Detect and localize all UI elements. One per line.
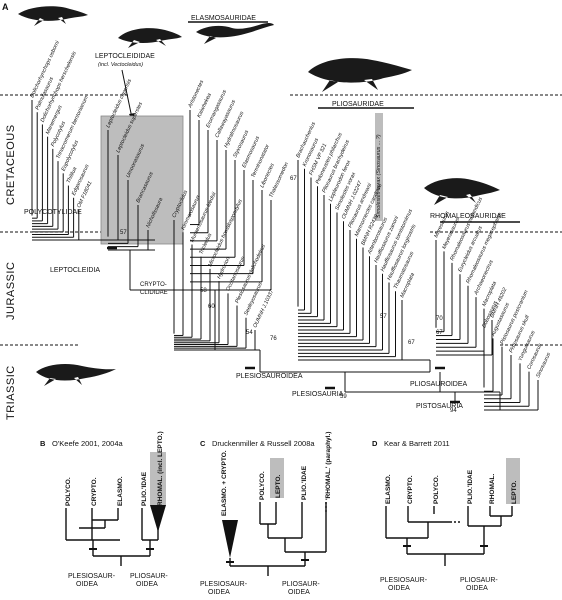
node-57-plio: 57 [380, 314, 387, 320]
node-94: 94 [450, 408, 457, 414]
node-67-hauff: 67 [408, 340, 415, 346]
period-jurassic: JURASSIC [5, 262, 17, 320]
panel-c-taxon-1: ELASMO. + CRYPTO. [221, 450, 228, 516]
highlight-taxon-label: Simolestes vorax (Sinosaurus ... ?) [376, 134, 382, 218]
panel-d-letter: D [372, 439, 378, 448]
panel-b-plesio-1: PLESIOSAUR- [68, 573, 116, 580]
panel-b-title: O'Keefe 2001, 2004a [52, 439, 123, 448]
panel-c-title: Druckenmiller & Russell 2008a [212, 439, 315, 448]
clade-elasmosauridae: ELASMOSAURIDAE [191, 15, 256, 22]
leptocleididae-arrow [121, 69, 133, 119]
panel-d-plio-2: OIDEA [466, 585, 488, 592]
panel-d-highlight [506, 458, 520, 504]
clade-leptocleididae: LEPTOCLEIDIDAE [95, 53, 155, 60]
node-67-plio: 67 [290, 176, 297, 182]
panel-d-taxon-5: RHOMAL. [489, 473, 496, 504]
clade-pistosauria: PISTOSAURIA [416, 403, 463, 410]
panel-c-plesio-1: PLESIOSAUR- [200, 581, 248, 588]
clade-plesiosauria: PLESIOSAURIA [292, 391, 344, 398]
node-70: 70 [436, 316, 443, 322]
pliosaur-silhouette [308, 58, 412, 92]
panel-b-wedge [150, 505, 166, 532]
panel-c-taxon-2: POLYCO. [259, 471, 266, 500]
panel-b-taxon-3: ELASMO. [117, 476, 124, 506]
taxon-crypto-5: Hydrorion [216, 256, 231, 280]
clade-pliosauridae: PLIOSAURIDAE [332, 101, 384, 108]
panel-d-tree [385, 506, 513, 566]
highlight-taxon-box [375, 113, 383, 221]
leptocleidid-silhouette [118, 28, 182, 48]
panel-c-highlight [270, 458, 284, 498]
taxon-crypto-3: Tricleidus [198, 232, 213, 255]
period-triassic: TRIASSIC [5, 365, 17, 420]
panel-b: B O'Keefe 2001, 2004a POLYCO. CRYPTO. EL… [40, 431, 168, 588]
node-58: 58 [200, 288, 207, 294]
elasmosaur-silhouette [196, 23, 274, 44]
node-59: 59 [340, 394, 347, 400]
panel-c-taxon-3: LEPTO. [275, 474, 282, 498]
panel-b-tree [65, 508, 159, 566]
period-cretaceous: CRETACEOUS [5, 124, 17, 205]
node-67-rhomal: 67 [436, 330, 443, 336]
panel-b-taxon-5: RHOMAL. (incl. LEPTO.) [157, 431, 164, 506]
panel-b-highlight [150, 452, 166, 506]
panel-d-taxon-3: POLYCO. [433, 475, 440, 504]
panel-d-taxon-6: LEPTO. [511, 480, 518, 504]
panel-b-taxon-1: POLYCO. [65, 477, 72, 506]
panel-c-wedge [222, 520, 238, 558]
panel-d-taxon-4: PLIO.'IDAE [467, 469, 474, 504]
plesiosaur-silhouette-top [18, 6, 88, 27]
panel-c-plesio-2: OIDEA [208, 589, 230, 596]
panel-c-plio-2: OIDEA [288, 589, 310, 596]
panel-c-plio-1: PLIOSAUR- [282, 581, 320, 588]
leptocleididae-highlight [100, 115, 184, 245]
clade-cryptoclididae-1: CRYPTO- [140, 282, 167, 288]
panel-c-tree [229, 502, 327, 576]
panel-d-plio-1: PLIOSAUR- [460, 577, 498, 584]
panel-d-plesio-2: OIDEA [388, 585, 410, 592]
rhomaleosaur-silhouette [424, 178, 500, 205]
clade-rhomaleosauridae: RHOMALEOSAURIDAE [430, 213, 506, 220]
panel-a: A CRETACEOUS JURASSIC TRIASSIC ELASMOSAU… [0, 2, 562, 420]
panel-c-taxon-5: 'RHOMAL.' (paraphyl.) [325, 432, 332, 500]
clade-plesiosauroidea: PLESIOSAUROIDEA [236, 373, 303, 380]
panel-b-plio-2: OIDEA [136, 581, 158, 588]
node-54: 54 [246, 330, 253, 336]
panel-d: D Kear & Barrett 2011 ELASMO. CRYPTO. PO… [372, 439, 520, 592]
basal-sauropterygian-silhouette [36, 364, 116, 386]
panel-c-letter: C [200, 439, 206, 448]
tree-a-branches [31, 100, 539, 411]
panel-c: C Druckenmiller & Russell 2008a ELASMO. … [200, 432, 332, 596]
panel-d-title: Kear & Barrett 2011 [384, 439, 450, 448]
node-76: 76 [270, 336, 277, 342]
panel-d-taxon-1: ELASMO. [385, 474, 392, 504]
panel-d-plesio-1: PLESIOSAUR- [380, 577, 428, 584]
panel-b-letter: B [40, 439, 46, 448]
panel-b-plesio-2: OIDEA [76, 581, 98, 588]
panel-b-plio-1: PLIOSAUR- [130, 573, 168, 580]
panel-d-taxon-2: CRYPTO. [407, 475, 414, 504]
clade-cryptoclididae-2: CLIDIDAE [140, 290, 168, 296]
clade-leptocleidia: LEPTOCLEIDIA [50, 267, 100, 274]
clade-leptocleididae-note: (incl. Vectocleidus) [98, 62, 143, 68]
panel-b-taxon-4: PLIO.'IDAE [141, 471, 148, 506]
node-60: 60 [208, 304, 215, 310]
panel-c-taxon-4: PLIO.'IDAE [301, 465, 308, 500]
panel-b-taxon-2: CRYPTO. [91, 477, 98, 506]
panel-a-letter: A [2, 2, 9, 12]
node-57-lepto: 57 [120, 230, 127, 236]
clade-pliosauroidea: PLIOSAUROIDEA [410, 381, 468, 388]
